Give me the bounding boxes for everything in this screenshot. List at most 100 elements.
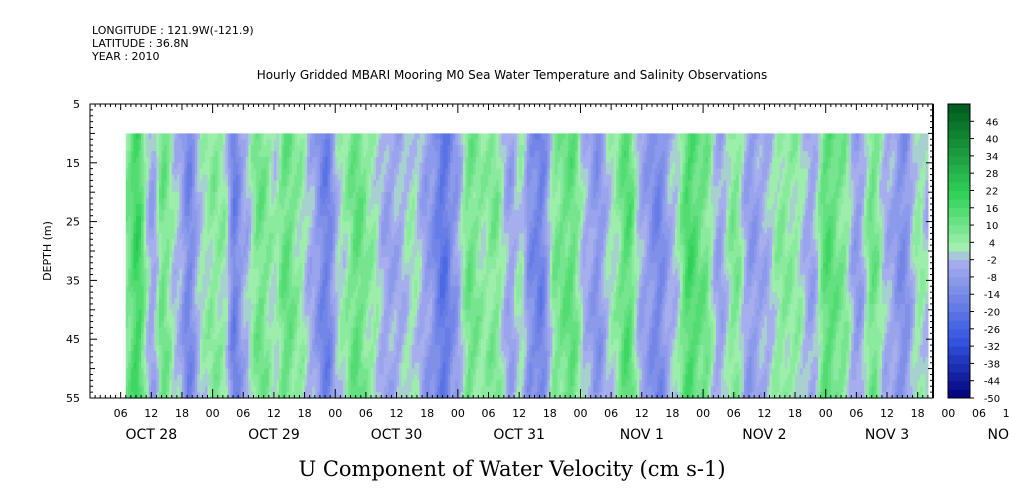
heatmap-cell xyxy=(189,221,193,229)
heatmap-cell xyxy=(158,192,163,199)
heatmap-cell xyxy=(202,350,206,358)
heatmap-cell xyxy=(189,356,193,364)
heatmap-cell xyxy=(176,333,180,340)
heatmap-cell xyxy=(125,350,129,358)
heatmap-cell xyxy=(202,198,206,205)
heatmap-cell xyxy=(135,256,140,264)
heatmap-cell xyxy=(187,145,191,152)
heatmap-cell xyxy=(148,221,152,229)
heatmap-cell xyxy=(199,139,203,146)
heatmap-cell xyxy=(179,350,183,358)
heatmap-cell xyxy=(169,174,173,182)
heatmap-cell xyxy=(174,333,178,340)
heatmap-cell xyxy=(158,386,163,393)
heatmap-cell xyxy=(199,356,203,364)
heatmap-cell xyxy=(141,321,145,329)
heatmap-cell xyxy=(192,215,196,223)
heatmap-cell xyxy=(174,327,178,334)
heatmap-cell xyxy=(174,386,178,393)
heatmap-cell xyxy=(181,174,186,182)
heatmap-cell xyxy=(199,215,203,223)
heatmap-cell xyxy=(181,386,186,393)
heatmap-cell xyxy=(128,245,132,252)
heatmap-cell xyxy=(141,274,145,281)
heatmap-cell xyxy=(192,251,196,258)
heatmap-cell xyxy=(176,186,180,193)
heatmap-cell xyxy=(133,362,137,370)
heatmap-cell xyxy=(176,303,180,311)
heatmap-cell xyxy=(161,239,165,246)
heatmap-cell xyxy=(146,192,150,199)
heatmap-cell xyxy=(146,392,150,399)
heatmap-cell xyxy=(184,168,188,176)
heatmap-cell xyxy=(125,392,129,399)
heatmap-cell xyxy=(133,380,137,387)
heatmap-cell xyxy=(176,256,180,264)
heatmap-cell xyxy=(158,251,163,258)
heatmap-cell xyxy=(125,262,129,270)
heatmap-cell xyxy=(125,380,129,387)
heatmap-cell xyxy=(179,303,183,311)
heatmap-cell xyxy=(138,262,142,270)
heatmap-cell xyxy=(189,245,193,252)
heatmap-cell xyxy=(194,139,198,146)
heatmap-cell xyxy=(128,268,132,276)
heatmap-cell xyxy=(176,227,180,234)
heatmap-cell xyxy=(158,315,163,323)
heatmap-cell xyxy=(189,274,193,281)
heatmap-cell xyxy=(151,221,155,229)
heatmap-cell xyxy=(174,274,178,281)
heatmap-cell xyxy=(153,139,158,146)
heatmap-cell xyxy=(174,186,178,193)
heatmap-cell xyxy=(146,145,150,152)
heatmap-cell xyxy=(153,333,158,340)
heatmap-cell xyxy=(148,356,152,364)
heatmap-cell xyxy=(130,180,135,187)
heatmap-cell xyxy=(138,286,142,293)
heatmap-cell xyxy=(158,233,163,240)
heatmap-cell xyxy=(130,233,135,240)
heatmap-cell xyxy=(189,168,193,176)
heatmap-cell xyxy=(194,256,198,264)
heatmap-cell xyxy=(184,386,188,393)
heatmap-cell xyxy=(164,362,168,370)
heatmap-cell xyxy=(148,321,152,329)
heatmap-cell xyxy=(161,280,165,287)
heatmap-cell xyxy=(138,292,142,299)
heatmap-cell xyxy=(194,380,198,387)
heatmap-cell xyxy=(199,245,203,252)
heatmap-cell xyxy=(148,392,152,399)
heatmap-cell xyxy=(166,221,170,229)
heatmap-cell xyxy=(199,239,203,246)
heatmap-cell xyxy=(130,392,135,399)
heatmap-cell xyxy=(189,362,193,370)
heatmap-cell xyxy=(141,256,145,264)
heatmap-cell xyxy=(141,239,145,246)
heatmap-cell xyxy=(128,209,132,217)
heatmap-cell xyxy=(181,209,186,217)
heatmap-cell xyxy=(125,339,129,346)
heatmap-cell xyxy=(164,303,168,311)
heatmap-cell xyxy=(187,168,191,176)
heatmap-cell xyxy=(189,215,193,223)
heatmap-cell xyxy=(141,345,145,352)
heatmap-cell xyxy=(194,345,198,352)
heatmap-cell xyxy=(202,203,206,211)
heatmap-cell xyxy=(179,292,183,299)
heatmap-cell xyxy=(133,315,137,323)
heatmap-cell xyxy=(141,168,145,176)
heatmap-cell xyxy=(161,286,165,293)
heatmap-cell xyxy=(128,133,132,140)
heatmap-cell xyxy=(169,280,173,287)
heatmap-cell xyxy=(161,368,165,376)
heatmap-cell xyxy=(164,380,168,387)
heatmap-cell xyxy=(181,392,186,399)
heatmap-cell xyxy=(135,292,140,299)
heatmap-cell xyxy=(133,233,137,240)
heatmap-cell xyxy=(169,386,173,393)
heatmap-cell xyxy=(135,168,140,176)
heatmap-cell xyxy=(125,321,129,329)
heatmap-cell xyxy=(169,368,173,376)
heatmap-cell xyxy=(166,227,170,234)
heatmap-cell xyxy=(146,133,150,140)
